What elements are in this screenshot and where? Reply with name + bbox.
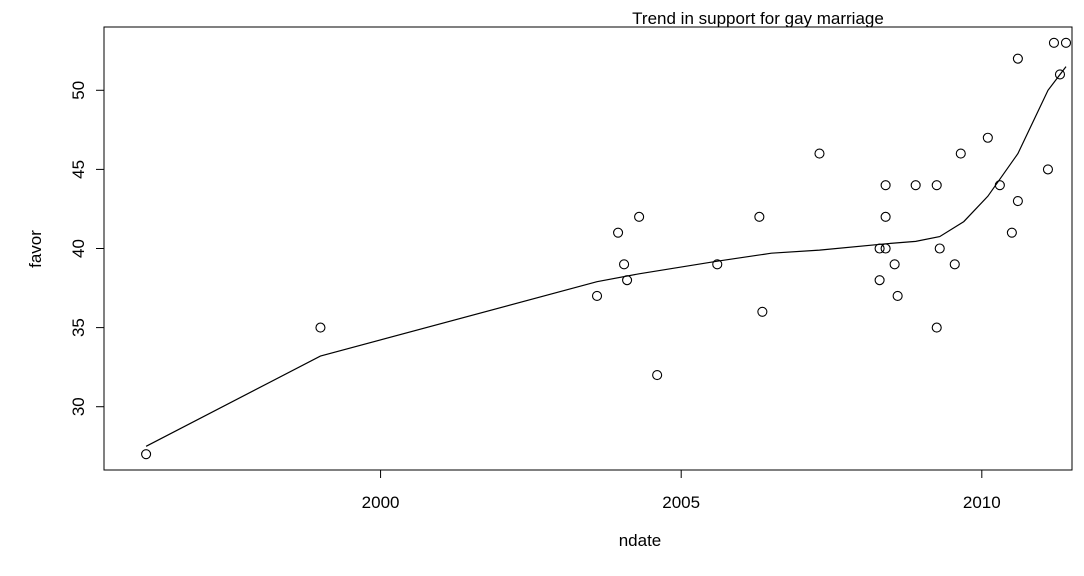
data-point (910, 180, 921, 191)
data-point (1048, 37, 1060, 48)
x-axis-title: ndate (619, 531, 662, 550)
data-point (622, 275, 633, 286)
data-point (591, 290, 603, 302)
data-point (1012, 53, 1023, 64)
data-point (141, 449, 152, 460)
data-point (1042, 164, 1054, 175)
data-point (757, 306, 768, 317)
data-point (994, 180, 1005, 191)
data-point (892, 290, 903, 302)
data-point (1006, 227, 1017, 238)
x-axis: 2000 2005 2010 (362, 469, 1001, 512)
data-point (634, 211, 645, 222)
data-point (613, 227, 624, 238)
data-point (619, 259, 630, 270)
data-point (889, 259, 900, 270)
data-point (1060, 37, 1072, 48)
data-point (1012, 195, 1023, 207)
data-point (934, 243, 945, 254)
data-point (814, 148, 825, 159)
data-point (880, 180, 891, 191)
y-tick-label: 30 (69, 397, 88, 416)
data-point (652, 370, 663, 381)
data-point (1054, 69, 1066, 80)
data-point (982, 132, 993, 143)
data-point (949, 259, 960, 270)
data-points (141, 37, 1072, 460)
data-point (874, 243, 885, 254)
y-axis: 30 35 40 45 50 (69, 81, 105, 416)
data-point (315, 322, 326, 333)
x-tick-label: 2005 (662, 493, 700, 512)
plot-box (103, 26, 1073, 471)
data-point (754, 211, 765, 222)
data-point (931, 322, 942, 333)
y-tick-label: 50 (69, 81, 88, 100)
y-tick-label: 40 (69, 239, 88, 258)
trend-line (145, 66, 1067, 447)
x-tick-label: 2000 (362, 493, 400, 512)
data-point (874, 275, 885, 286)
data-point (712, 259, 723, 270)
data-point (931, 180, 942, 191)
y-axis-title: favor (26, 230, 45, 268)
data-point (880, 243, 891, 254)
chart-title: Trend in support for gay marriage (632, 9, 884, 28)
data-point (880, 211, 891, 222)
y-tick-label: 45 (69, 160, 88, 179)
x-tick-label: 2010 (963, 493, 1001, 512)
data-point (955, 148, 966, 159)
y-tick-label: 35 (69, 318, 88, 337)
trend-line-layer (145, 66, 1067, 447)
